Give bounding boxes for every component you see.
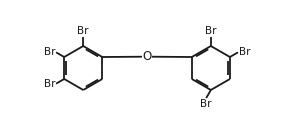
Text: Br: Br bbox=[44, 79, 55, 89]
Text: O: O bbox=[142, 50, 152, 63]
Text: Br: Br bbox=[44, 47, 55, 57]
Text: Br: Br bbox=[78, 26, 89, 36]
Text: Br: Br bbox=[205, 26, 217, 36]
Text: Br: Br bbox=[239, 47, 250, 57]
Text: Br: Br bbox=[200, 99, 211, 109]
